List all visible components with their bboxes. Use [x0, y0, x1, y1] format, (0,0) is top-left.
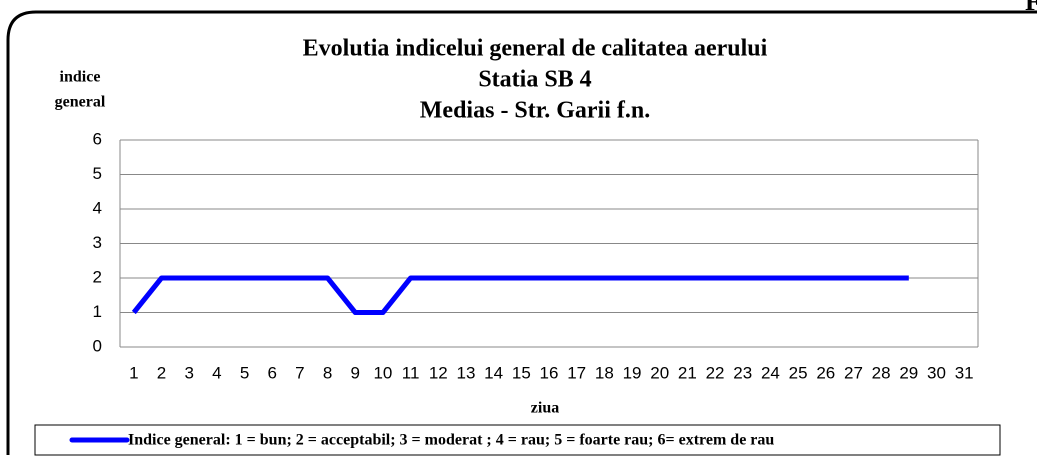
page-label: Fig. 1.1 [1025, 0, 1037, 16]
legend-box [34, 424, 1001, 456]
chart-title: Medias - Str. Garii f.n. [420, 98, 650, 124]
x-tick-label: 13 [457, 363, 476, 382]
x-tick-label: 20 [650, 363, 669, 382]
x-tick-label: 26 [816, 363, 835, 382]
x-axis-label: ziua [531, 400, 559, 417]
x-tick-label: 9 [351, 363, 360, 382]
x-tick-label: 31 [955, 363, 974, 382]
y-axis-label: indice [60, 69, 101, 86]
x-tick-label: 10 [373, 363, 392, 382]
x-tick-label: 8 [323, 363, 332, 382]
x-tick-label: 17 [567, 363, 586, 382]
x-tick-label: 15 [512, 363, 531, 382]
x-tick-label: 19 [623, 363, 642, 382]
y-tick-label: 0 [93, 336, 102, 355]
x-tick-label: 4 [212, 363, 221, 382]
x-tick-label: 1 [129, 363, 138, 382]
data-line [131, 275, 909, 315]
x-tick-label: 28 [872, 363, 891, 382]
y-tick-label: 5 [93, 164, 102, 183]
x-tick-label: 5 [240, 363, 249, 382]
x-tick-label: 29 [899, 363, 918, 382]
x-tick-label: 24 [761, 363, 780, 382]
x-tick-label: 18 [595, 363, 614, 382]
x-tick-label: 25 [789, 363, 808, 382]
x-tick-label: 16 [540, 363, 559, 382]
legend-label: Indice general: 1 = bun; 2 = acceptabil;… [128, 432, 774, 449]
y-tick-label: 6 [93, 129, 102, 148]
x-tick-label: 30 [927, 363, 946, 382]
x-tick-label: 11 [402, 363, 420, 382]
x-tick-label: 2 [157, 363, 166, 382]
x-tick-label: 23 [733, 363, 752, 382]
x-tick-label: 14 [484, 363, 503, 382]
x-tick-label: 21 [678, 363, 697, 382]
x-tick-label: 3 [184, 363, 193, 382]
x-tick-label: 7 [295, 363, 304, 382]
y-tick-label: 4 [93, 198, 102, 217]
y-axis-label: general [55, 94, 106, 111]
frame [6, 10, 1037, 455]
x-tick-label: 6 [267, 363, 276, 382]
chart-title: Evolutia indicelui general de calitatea … [303, 36, 768, 62]
y-tick-label: 1 [93, 302, 102, 321]
chart-title: Statia SB 4 [478, 67, 591, 93]
x-tick-label: 22 [706, 363, 725, 382]
x-tick-label: 27 [844, 363, 863, 382]
x-tick-label: 12 [429, 363, 448, 382]
y-tick-label: 3 [93, 233, 102, 252]
y-tick-label: 2 [93, 267, 102, 286]
